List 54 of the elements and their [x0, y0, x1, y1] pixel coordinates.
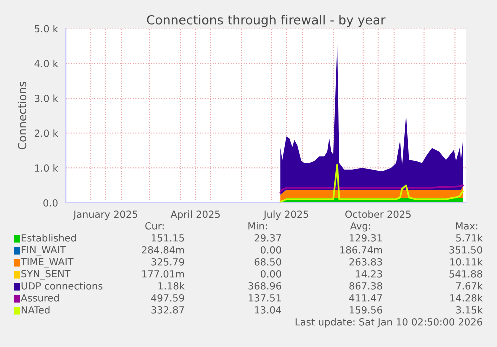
x-tick-label: April 2025: [170, 210, 220, 220]
y-tick-label: 4.0 k: [34, 60, 58, 68]
text: Avg:: [350, 222, 371, 232]
legend-label: Assured: [21, 294, 59, 302]
text: Min:: [248, 222, 268, 230]
text: 10.11k: [450, 258, 483, 266]
legend-label: Established: [22, 234, 76, 242]
y-tick-label: 5.0 k: [35, 25, 58, 33]
text: 177.01m: [142, 270, 184, 278]
text: 14.23: [356, 270, 382, 278]
text: 129.31: [350, 234, 382, 242]
text: Cur:: [146, 222, 164, 230]
legend-label: UDP connections: [22, 282, 103, 290]
y-axis-title: Connections: [18, 82, 27, 150]
text: 541.88: [450, 270, 482, 278]
text: 5.71k: [456, 234, 483, 242]
text: 1.18k: [158, 282, 185, 290]
text: 29.37: [254, 234, 282, 242]
text: 351.50: [450, 246, 482, 254]
text: 263.83: [350, 258, 382, 266]
line-series: [280, 184, 464, 194]
text: Max:: [456, 222, 478, 230]
text: 159.56: [350, 306, 382, 314]
line-series: [280, 164, 464, 203]
text: 332.87: [152, 306, 184, 314]
text: 867.38: [350, 282, 382, 290]
y-tick-label: 3.0 k: [35, 94, 58, 102]
text: 14.28k: [450, 294, 483, 302]
text: 325.79: [152, 258, 184, 266]
text: 151.15: [152, 234, 184, 242]
text: 0.00: [260, 246, 282, 254]
legend-label: NATed: [22, 306, 50, 314]
text: 284.84m: [142, 246, 184, 254]
text: 7.67k: [456, 282, 483, 290]
x-tick-label: January 2025: [73, 210, 138, 220]
text: 411.47: [349, 294, 382, 302]
x-tick-label: July 2025: [263, 210, 308, 220]
text: 137.51: [249, 294, 282, 302]
y-tick-label: 0.0: [44, 199, 58, 207]
x-tick-label: October 2025: [346, 210, 411, 218]
legend-label: FIN_WAIT: [22, 246, 66, 256]
text: 368.96: [248, 282, 282, 290]
text: Last update: Sat Jan 10 02:50:00 2026: [296, 318, 482, 328]
legend-label: SYN_SENT: [22, 270, 71, 280]
chart-title: Connections through firewall - by year: [147, 15, 386, 28]
text: 13.04: [255, 306, 282, 314]
legend-label: TIME_WAIT: [20, 258, 74, 268]
text: 68.50: [254, 258, 282, 266]
text: 0.00: [260, 270, 282, 278]
y-tick-label: 1.0 k: [35, 164, 58, 172]
text: 186.74m: [340, 246, 382, 254]
y-tick-label: 2.0 k: [34, 130, 58, 138]
text: 3.15k: [456, 306, 483, 314]
text: 497.59: [151, 294, 184, 302]
